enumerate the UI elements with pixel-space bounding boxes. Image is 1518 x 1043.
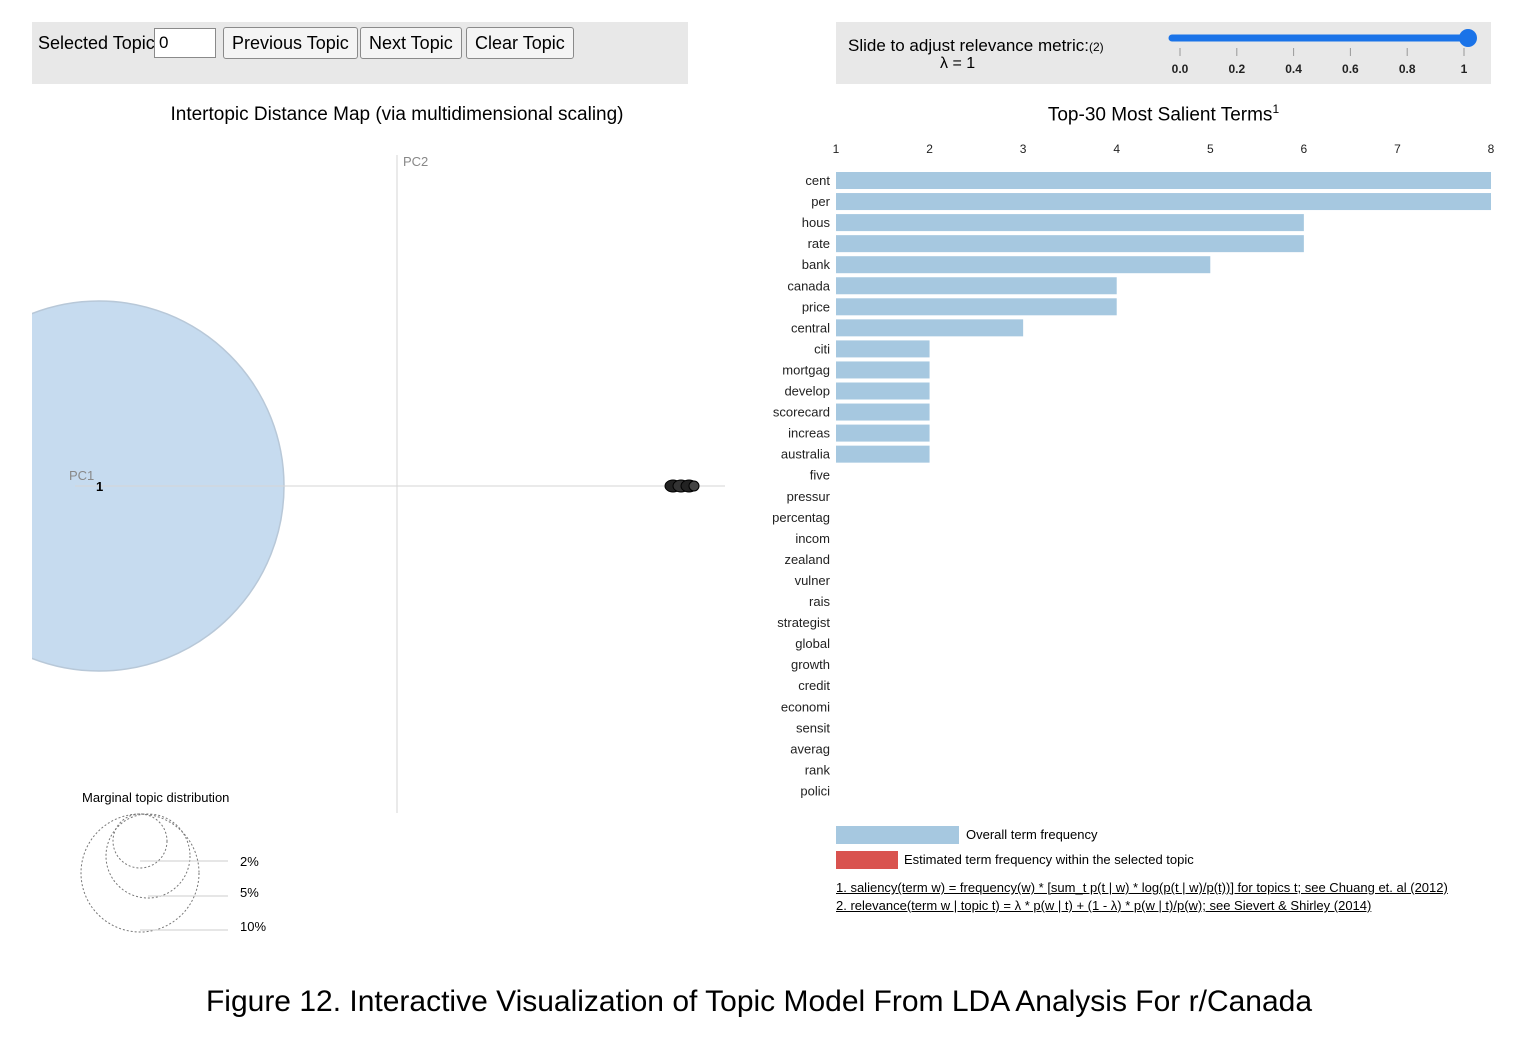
term-label-global[interactable]: global	[795, 636, 830, 651]
slider-tick-label: 0.2	[1228, 62, 1245, 76]
legend-overall-swatch	[836, 826, 959, 844]
term-label-polici[interactable]: polici	[800, 783, 830, 798]
x-tick-label: 6	[1301, 142, 1308, 156]
x-tick-label: 2	[926, 142, 933, 156]
term-label-vulner[interactable]: vulner	[795, 573, 831, 588]
term-bar-increas[interactable]	[836, 424, 930, 442]
saliency-footnote-link[interactable]: 1. saliency(term w) = frequency(w) * [su…	[836, 880, 1448, 895]
topic-1-label[interactable]: 1	[96, 479, 103, 494]
term-bar-hous[interactable]	[836, 214, 1304, 232]
pc2-label: PC2	[403, 154, 428, 169]
slider-tick-label: 0.6	[1342, 62, 1359, 76]
term-bar-bank[interactable]	[836, 256, 1211, 274]
term-label-pressur[interactable]: pressur	[787, 489, 831, 504]
term-label-mortgag[interactable]: mortgag	[782, 362, 830, 377]
term-label-central[interactable]: central	[791, 320, 830, 335]
term-label-rate[interactable]: rate	[808, 236, 830, 251]
marginal-label-10pct: 10%	[240, 919, 266, 934]
selected-topic-label: Selected Topic:	[38, 33, 160, 53]
lambda-value: λ = 1	[940, 55, 976, 72]
term-label-rais[interactable]: rais	[809, 594, 830, 609]
term-label-hous[interactable]: hous	[802, 215, 831, 230]
term-label-per[interactable]: per	[811, 194, 830, 209]
term-bar-rate[interactable]	[836, 235, 1304, 253]
term-labels: cent per hous rate bank canada price central cit…	[772, 173, 831, 798]
marginal-label-2pct: 2%	[240, 854, 259, 869]
legend-estimated-label: Estimated term frequency within the sele…	[904, 852, 1194, 867]
x-tick-label: 7	[1394, 142, 1401, 156]
term-label-cent[interactable]: cent	[805, 173, 830, 188]
intertopic-distance-map: PC2 PC1 1 Marginal topic distribution 2%…	[32, 154, 725, 934]
term-label-rank[interactable]: rank	[805, 762, 831, 777]
relevance-slider[interactable]: 0.0 0.2 0.4 0.6 0.8 1	[1156, 22, 1486, 84]
x-tick-label: 4	[1113, 142, 1120, 156]
term-label-citi[interactable]: citi	[814, 341, 830, 356]
legend-overall-label: Overall term frequency	[966, 827, 1098, 842]
term-bar-mortgag[interactable]	[836, 361, 930, 379]
selected-topic-input[interactable]	[154, 28, 216, 58]
marginal-distribution-title: Marginal topic distribution	[82, 790, 229, 805]
pc1-label: PC1	[69, 468, 94, 483]
x-tick-label: 1	[833, 142, 840, 156]
term-label-australia[interactable]: australia	[781, 447, 831, 462]
term-bar-central[interactable]	[836, 319, 1024, 337]
term-label-growth[interactable]: growth	[791, 657, 830, 672]
slider-tick-label: 0.8	[1399, 62, 1416, 76]
legend-estimated-swatch	[836, 851, 898, 869]
term-label-strategist[interactable]: strategist	[777, 615, 830, 630]
salient-terms-title: Top-30 Most Salient Terms1	[1047, 102, 1280, 126]
term-label-price[interactable]: price	[802, 299, 830, 314]
x-tick-label: 3	[1020, 142, 1027, 156]
term-bar-canada[interactable]	[836, 277, 1117, 295]
term-label-averag[interactable]: averag	[790, 741, 830, 756]
slider-handle[interactable]	[1459, 29, 1477, 47]
term-bar-australia[interactable]	[836, 445, 930, 463]
term-label-credit[interactable]: credit	[798, 678, 830, 693]
term-bar-price[interactable]	[836, 298, 1117, 316]
term-bars	[836, 172, 1491, 463]
marginal-distribution-legend: 2% 5% 10%	[80, 813, 266, 934]
term-bar-cent[interactable]	[836, 172, 1491, 189]
relevance-footnote-link[interactable]: 2. relevance(term w | topic t) = λ * p(w…	[836, 898, 1372, 913]
next-topic-button[interactable]: Next Topic	[360, 27, 462, 59]
slider-tick-label: 0.4	[1285, 62, 1302, 76]
previous-topic-button[interactable]: Previous Topic	[223, 27, 358, 59]
overlapping-topic-cluster[interactable]	[664, 479, 700, 493]
relevance-slider-panel: Slide to adjust relevance metric:(2) λ =…	[836, 22, 1491, 84]
term-label-canada[interactable]: canada	[787, 278, 830, 293]
term-label-bank[interactable]: bank	[802, 257, 831, 272]
term-label-percentag[interactable]: percentag	[772, 510, 830, 525]
x-axis-ticks: 1 2 3 4 5 6 7 8	[833, 142, 1495, 156]
term-label-increas[interactable]: increas	[788, 426, 830, 441]
term-bar-citi[interactable]	[836, 340, 930, 358]
slider-label-note: (2)	[1088, 40, 1104, 54]
x-tick-label: 5	[1207, 142, 1214, 156]
term-label-sensit[interactable]: sensit	[796, 720, 830, 735]
clear-topic-button[interactable]: Clear Topic	[466, 27, 574, 59]
figure-caption: Figure 12. Interactive Visualization of …	[205, 985, 1313, 1018]
term-bar-scorecard[interactable]	[836, 403, 930, 421]
marginal-label-5pct: 5%	[240, 885, 259, 900]
slider-ticks: 0.0 0.2 0.4 0.6 0.8 1	[1172, 48, 1468, 76]
term-bar-per[interactable]	[836, 193, 1491, 211]
term-label-incom[interactable]: incom	[795, 531, 830, 546]
term-label-five[interactable]: five	[810, 468, 830, 483]
term-label-zealand[interactable]: zealand	[784, 552, 830, 567]
slider-tick-label: 0.0	[1172, 62, 1189, 76]
term-label-scorecard[interactable]: scorecard	[773, 405, 830, 420]
slider-tick-label: 1	[1461, 62, 1468, 76]
x-tick-label: 8	[1488, 142, 1495, 156]
topic-control-panel: Selected Topic: Previous Topic Next Topi…	[32, 22, 688, 84]
term-bar-develop[interactable]	[836, 382, 930, 400]
intertopic-map-title: Intertopic Distance Map (via multidimens…	[170, 104, 624, 125]
term-label-economi[interactable]: economi	[781, 699, 830, 714]
slider-label: Slide to adjust relevance metric:(2)	[848, 36, 1104, 55]
term-label-develop[interactable]: develop	[784, 384, 830, 399]
